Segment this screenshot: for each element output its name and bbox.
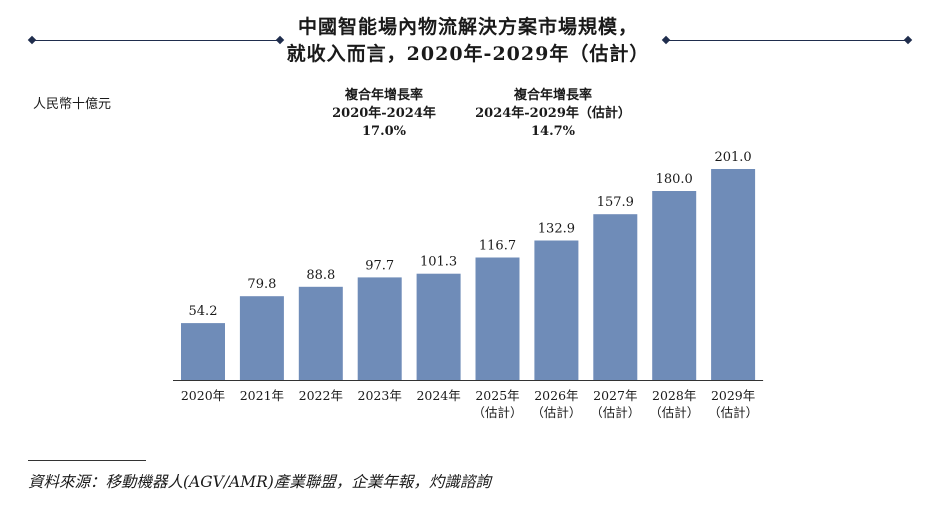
source-note: 資料來源：移動機器人(AGV/AMR)產業聯盟，企業年報，灼識諮詢 (28, 473, 491, 491)
value-label-8: 180.0 (656, 172, 693, 187)
x-tick-label-1-0: 2021年 (240, 388, 284, 403)
value-label-0: 54.2 (189, 304, 218, 319)
value-label-7: 157.9 (597, 195, 634, 210)
chart-title-line1: 中國智能場內物流解決方案市場規模， (297, 16, 638, 38)
x-tick-label-0-0: 2020年 (181, 388, 225, 403)
source-rule (28, 460, 146, 461)
cagr-1-period: 2020年-2024年 (332, 106, 436, 121)
chart-title: 中國智能場內物流解決方案市場規模， 就收入而言，2020年-2029年（估計） (0, 14, 936, 68)
cagr-1-value: 17.0% (361, 124, 406, 139)
title-rule-right (666, 40, 908, 41)
x-tick-label-5-0: 2025年 (475, 388, 519, 403)
bar-8 (652, 191, 697, 380)
x-tick-label-8-1: （估計） (649, 405, 699, 420)
cagr-1-heading: 複合年增長率 (344, 88, 423, 103)
cagr-annotation-1: 複合年增長率 2020年-2024年 17.0% (304, 87, 464, 141)
value-label-9: 201.0 (714, 150, 751, 165)
bar-6 (534, 240, 579, 380)
unit-label: 人民幣十億元 (33, 97, 112, 112)
value-label-6: 132.9 (538, 222, 575, 237)
bar-9 (711, 169, 756, 380)
cagr-2-value: 14.7% (530, 124, 575, 139)
x-tick-label-5-1: （估計） (472, 405, 522, 420)
value-label-1: 79.8 (247, 277, 276, 292)
x-tick-label-3-0: 2023年 (358, 388, 402, 403)
bar-0 (181, 323, 225, 380)
cagr-2-heading: 複合年增長率 (513, 88, 592, 103)
bar-4 (416, 273, 461, 380)
x-tick-label-6-0: 2026年 (534, 388, 578, 403)
bar-5 (475, 257, 520, 380)
value-label-2: 88.8 (306, 268, 335, 283)
value-label-3: 97.7 (365, 258, 394, 273)
value-label-4: 101.3 (420, 255, 457, 270)
x-tick-label-2-0: 2022年 (299, 388, 343, 403)
x-tick-label-7-1: （估計） (590, 405, 640, 420)
x-tick-label-4-0: 2024年 (416, 388, 460, 403)
bar-2 (298, 286, 343, 380)
bar-1 (239, 296, 284, 380)
cagr-2-period: 2024年-2029年（估計） (475, 106, 631, 121)
bar-3 (357, 277, 402, 380)
x-tick-label-6-1: （估計） (531, 405, 581, 420)
chart-title-line2: 就收入而言，2020年-2029年（估計） (286, 43, 650, 65)
x-tick-label-7-0: 2027年 (593, 388, 637, 403)
x-tick-label-9-1: （估計） (708, 405, 758, 420)
x-tick-label-8-0: 2028年 (652, 388, 696, 403)
cagr-annotation-2: 複合年增長率 2024年-2029年（估計） 14.7% (473, 87, 633, 141)
x-tick-label-9-0: 2029年 (711, 388, 755, 403)
title-rule-left (32, 40, 280, 41)
bar-7 (593, 214, 638, 380)
value-label-5: 116.7 (479, 239, 516, 254)
